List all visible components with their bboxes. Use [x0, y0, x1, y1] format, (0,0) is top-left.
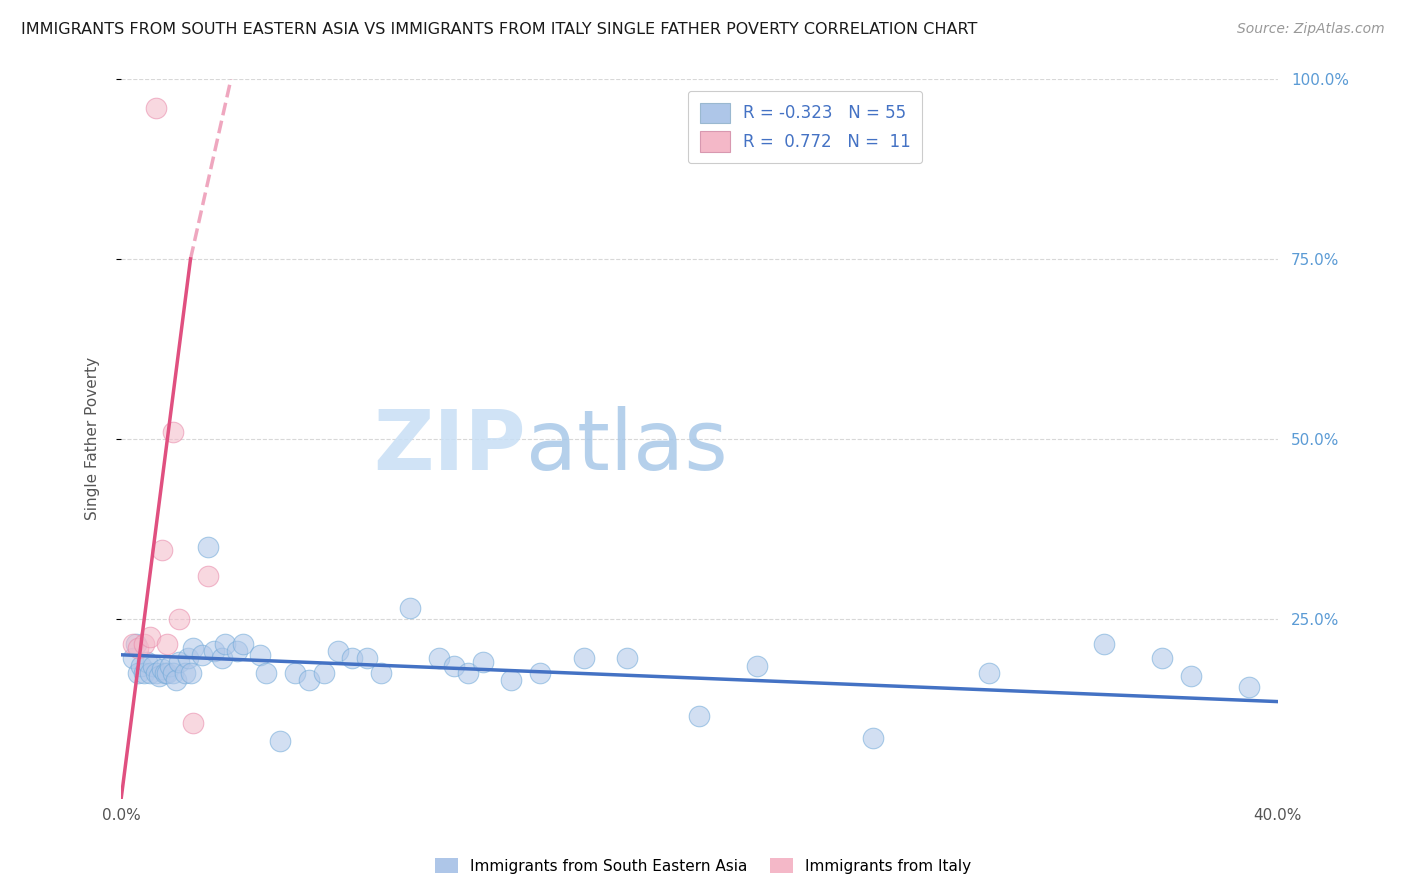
Point [165, 673, 187, 687]
Point [142, 658, 165, 673]
Y-axis label: Single Father Poverty: Single Father Poverty [86, 358, 100, 520]
Point [1180, 669, 1202, 683]
Point [298, 673, 321, 687]
Point [214, 637, 236, 651]
Legend: Immigrants from South Eastern Asia, Immigrants from Italy: Immigrants from South Eastern Asia, Immi… [429, 852, 977, 880]
Point [134, 637, 156, 651]
Point [572, 651, 595, 665]
Point [145, 101, 167, 115]
Point [191, 648, 214, 662]
Point [1150, 651, 1173, 665]
Point [127, 665, 149, 680]
Point [183, 640, 205, 655]
Point [150, 662, 173, 676]
Point [121, 637, 143, 651]
Point [162, 425, 184, 439]
Text: ZIP: ZIP [374, 406, 526, 486]
Point [1092, 637, 1115, 651]
Point [254, 665, 277, 680]
Point [167, 655, 190, 669]
Point [211, 651, 233, 665]
Point [167, 612, 190, 626]
Point [176, 651, 198, 665]
Point [501, 673, 523, 687]
Point [183, 716, 205, 731]
Point [197, 540, 219, 554]
Point [399, 601, 422, 615]
Point [153, 665, 176, 680]
Text: Source: ZipAtlas.com: Source: ZipAtlas.com [1237, 22, 1385, 37]
Point [150, 543, 173, 558]
Point [284, 665, 307, 680]
Point [862, 731, 884, 745]
Point [471, 655, 494, 669]
Point [427, 651, 450, 665]
Point [148, 669, 170, 683]
Point [159, 658, 181, 673]
Point [124, 637, 146, 651]
Point [225, 644, 247, 658]
Point [121, 651, 143, 665]
Point [312, 665, 335, 680]
Point [139, 665, 162, 680]
Point [370, 665, 392, 680]
Point [616, 651, 638, 665]
Point [326, 644, 349, 658]
Text: atlas: atlas [526, 406, 728, 486]
Point [156, 665, 179, 680]
Point [747, 658, 769, 673]
Point [136, 655, 159, 669]
Point [443, 658, 465, 673]
Point [197, 568, 219, 582]
Point [139, 630, 162, 644]
Point [249, 648, 271, 662]
Point [202, 644, 225, 658]
Point [1237, 680, 1260, 694]
Point [180, 665, 202, 680]
Point [269, 734, 291, 748]
Point [356, 651, 378, 665]
Point [145, 665, 167, 680]
Point [529, 665, 551, 680]
Legend: R = -0.323   N = 55, R =  0.772   N =  11: R = -0.323 N = 55, R = 0.772 N = 11 [688, 91, 922, 163]
Point [342, 651, 364, 665]
Point [131, 658, 153, 673]
Text: IMMIGRANTS FROM SOUTH EASTERN ASIA VS IMMIGRANTS FROM ITALY SINGLE FATHER POVERT: IMMIGRANTS FROM SOUTH EASTERN ASIA VS IM… [21, 22, 977, 37]
Point [127, 640, 149, 655]
Point [173, 665, 195, 680]
Point [232, 637, 254, 651]
Point [977, 665, 1000, 680]
Point [457, 665, 479, 680]
Point [134, 665, 156, 680]
Point [162, 665, 184, 680]
Point [156, 637, 179, 651]
Point [688, 709, 710, 723]
